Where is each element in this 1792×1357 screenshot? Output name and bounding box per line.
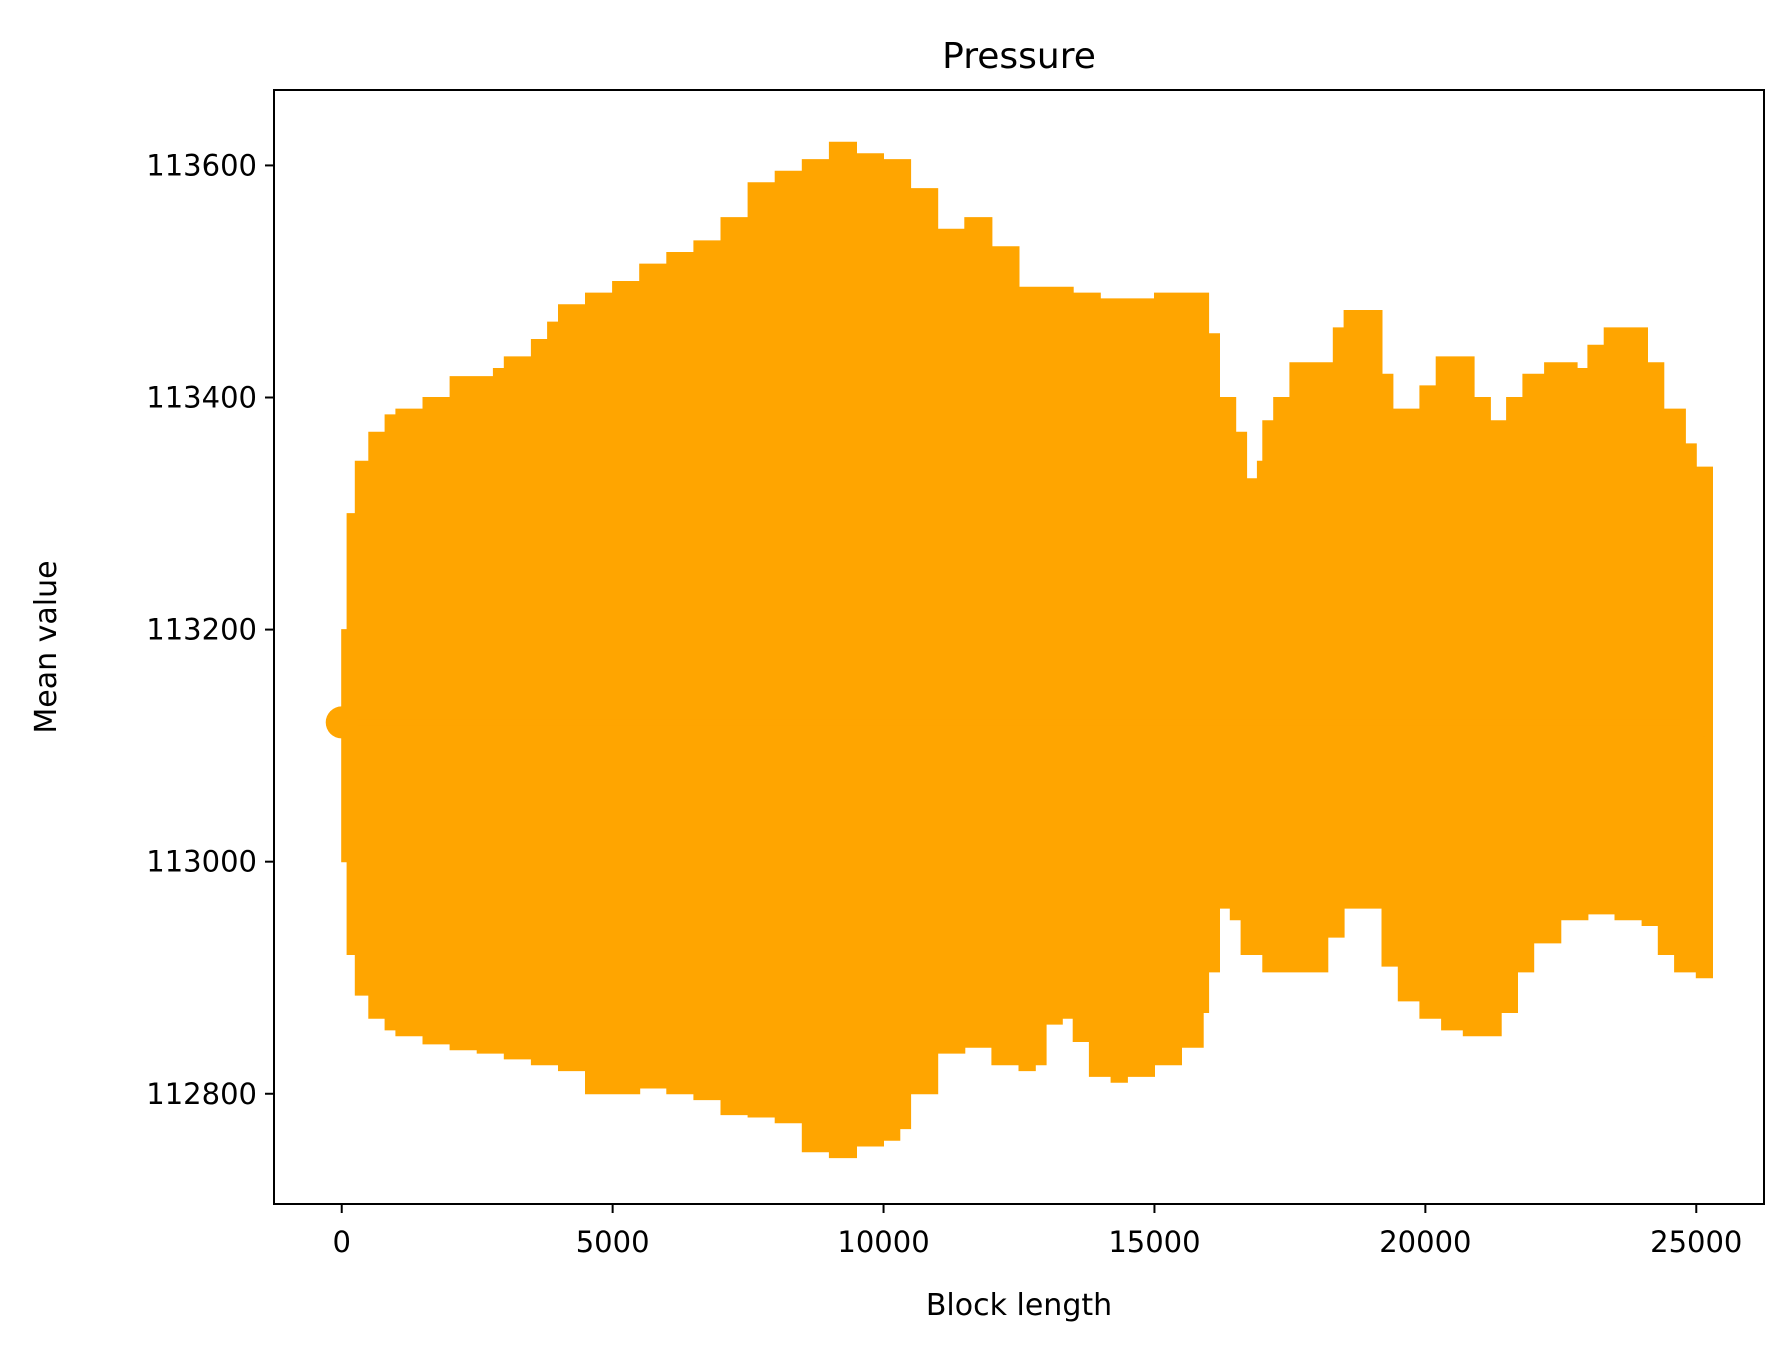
- x-tick-label: 20000: [1379, 1225, 1471, 1259]
- y-axis: 112800 113000 113200 113400 113600: [146, 148, 274, 1111]
- mean-marker-end: [1680, 706, 1713, 739]
- y-tick-label: 112800: [146, 1077, 257, 1111]
- x-axis: 0 5000 10000 15000 20000 25000: [333, 1204, 1742, 1259]
- x-tick-label: 25000: [1650, 1225, 1742, 1259]
- plot-area: [325, 141, 1713, 1159]
- chart-title: Pressure: [942, 36, 1096, 77]
- y-tick-label: 113400: [146, 381, 257, 415]
- x-tick-label: 10000: [837, 1225, 929, 1259]
- x-tick-label: 15000: [1108, 1225, 1200, 1259]
- x-axis-label: Block length: [926, 1288, 1112, 1323]
- series-0: [325, 141, 1713, 1159]
- plot-frame: [273, 89, 1765, 1205]
- y-axis-label: Mean value: [29, 560, 64, 733]
- mean-marker-start: [325, 706, 358, 739]
- error-band: [341, 141, 1713, 1159]
- y-tick-label: 113200: [146, 613, 257, 647]
- x-tick-label: 5000: [576, 1225, 650, 1259]
- y-tick-label: 113600: [146, 148, 257, 182]
- y-tick-label: 113000: [146, 845, 257, 879]
- x-tick-label: 0: [333, 1225, 351, 1259]
